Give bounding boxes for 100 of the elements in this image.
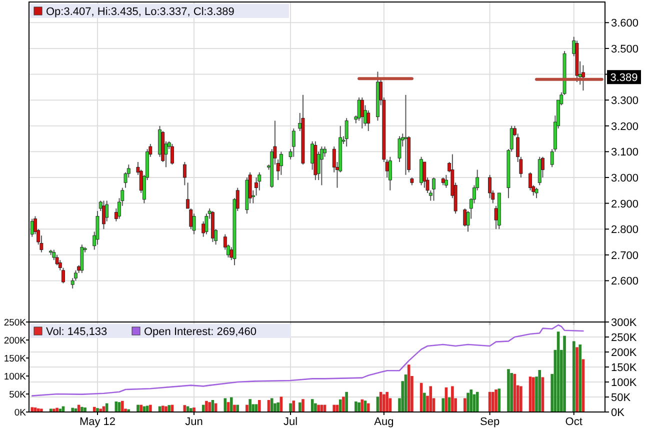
y2-tick-label: 200K <box>4 336 27 346</box>
bar <box>30 407 34 412</box>
candlestick <box>360 96 364 129</box>
y-tick-label: 300K <box>611 317 638 329</box>
bar <box>289 403 292 412</box>
candlestick <box>404 94 408 176</box>
bar <box>429 386 432 412</box>
y-tick-label: 2.700 <box>611 250 639 262</box>
bar <box>99 408 102 412</box>
bar <box>80 406 84 412</box>
bar <box>507 369 510 412</box>
bar <box>510 373 513 412</box>
candlestick <box>444 174 448 188</box>
bar <box>205 400 208 412</box>
bar <box>345 392 348 412</box>
bar <box>168 405 171 412</box>
x-tick-label: Sep <box>480 416 500 428</box>
bar <box>576 347 578 412</box>
x-tick-label: Jul <box>284 416 298 428</box>
bar <box>314 403 317 412</box>
bar <box>208 402 211 412</box>
y-tick-label: 200K <box>611 347 638 359</box>
y2-tick-label: 250K <box>4 318 27 328</box>
bar <box>202 404 205 412</box>
bar <box>92 406 96 412</box>
candlestick <box>344 118 348 148</box>
y-tick-label: 0K <box>611 407 626 419</box>
bar <box>58 408 62 412</box>
bar <box>442 398 444 412</box>
bar <box>338 399 342 412</box>
bar <box>466 392 470 412</box>
x-tick-label: Oct <box>565 416 582 428</box>
bar <box>233 404 236 412</box>
y2-tick-label: 100K <box>4 372 27 382</box>
bar <box>292 400 296 412</box>
y2-tick-label: 50K <box>9 390 27 400</box>
legend-label: Vol: 145,133 <box>46 326 108 338</box>
bar <box>470 390 473 412</box>
bar <box>382 394 386 412</box>
bar <box>532 377 535 412</box>
bar <box>538 370 542 412</box>
candlestick <box>323 146 326 158</box>
x-tick-label: Jun <box>185 416 203 428</box>
candlestick <box>52 249 56 261</box>
candlestick <box>538 156 542 186</box>
bar <box>230 397 233 412</box>
candlestick <box>398 136 402 162</box>
bar <box>236 404 240 412</box>
candlestick <box>102 200 106 230</box>
bar <box>40 408 43 412</box>
candlestick <box>182 162 186 186</box>
candlestick <box>292 128 296 158</box>
candlestick <box>254 176 258 196</box>
bar <box>136 404 140 412</box>
y-tick-label: 250K <box>611 332 638 344</box>
x-tick-label: May 12 <box>79 416 116 428</box>
y-tick-label: 100K <box>611 377 638 389</box>
bar <box>386 392 388 412</box>
y-tick-label: 150K <box>611 362 638 374</box>
bar <box>248 399 252 412</box>
legend-label: Op:3.407, Hi:3.435, Lo:3.337, Cl:3.389 <box>46 6 234 18</box>
bar <box>317 404 320 412</box>
y-tick-label: 2.600 <box>611 276 639 288</box>
bar <box>572 341 576 412</box>
bar <box>498 388 501 412</box>
candlestick <box>534 187 538 199</box>
y-tick-label: 3.100 <box>611 146 639 159</box>
candlestick <box>388 156 392 191</box>
candlestick <box>80 244 84 274</box>
bar <box>246 404 248 412</box>
annotation: 3.389 <box>610 72 638 84</box>
bar <box>354 402 358 412</box>
bar <box>451 386 454 412</box>
bar <box>258 400 261 412</box>
bar <box>358 402 360 412</box>
bar <box>423 392 426 412</box>
bar <box>520 386 522 412</box>
bar <box>96 408 99 412</box>
bar <box>360 399 364 412</box>
y-tick-label: 3.000 <box>611 172 639 184</box>
candlestick <box>320 146 324 186</box>
bar <box>270 398 274 412</box>
bar <box>164 406 168 412</box>
bar <box>563 336 566 412</box>
y-tick-label: 3.600 <box>611 18 639 30</box>
y-tick-label: 3.200 <box>611 120 639 133</box>
x-tick-label: Aug <box>374 416 394 428</box>
y-tick-label: 50K <box>611 392 632 404</box>
candlestick <box>30 218 34 238</box>
line-series <box>31 324 584 396</box>
bar <box>578 344 582 412</box>
bar <box>161 406 164 412</box>
bar <box>121 400 124 412</box>
y-tick-label: 3.500 <box>611 43 639 56</box>
bar <box>190 408 192 412</box>
candlestick <box>463 208 467 228</box>
candlestick <box>582 64 585 92</box>
candlestick <box>366 110 370 132</box>
y-tick-label: 3.300 <box>611 95 639 108</box>
bar <box>149 404 152 412</box>
